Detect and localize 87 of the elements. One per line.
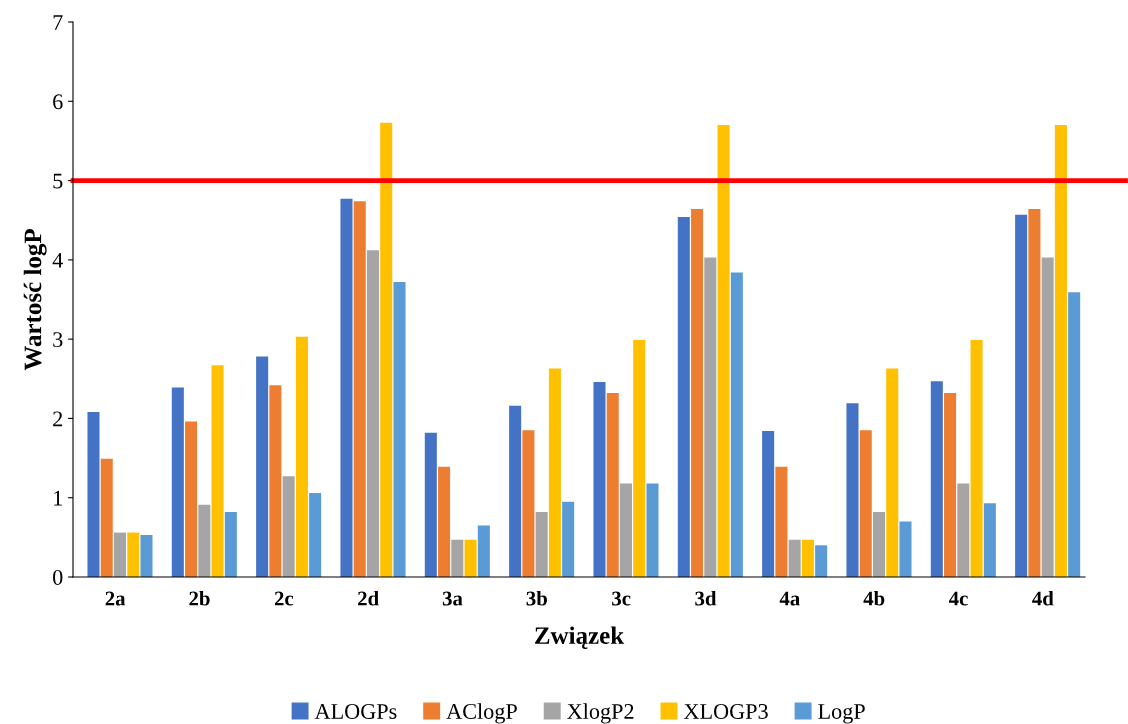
y-tick-label: 1 — [54, 490, 62, 506]
bar — [127, 532, 140, 577]
bar — [872, 511, 886, 577]
bar — [899, 521, 912, 577]
bar — [593, 381, 606, 577]
x-tick-label: 2a — [105, 591, 126, 606]
x-tick-label: 4c — [948, 591, 968, 606]
legend-label: LogP — [818, 704, 865, 724]
bar — [256, 356, 269, 577]
bar — [983, 503, 996, 577]
bar — [846, 403, 859, 577]
bar — [704, 257, 717, 577]
bar — [282, 476, 295, 577]
bar — [691, 209, 704, 577]
bar — [269, 385, 282, 577]
bar — [140, 534, 153, 577]
bar — [646, 483, 659, 577]
bar — [393, 282, 406, 577]
legend-label: AClogP — [446, 703, 517, 724]
bar — [677, 217, 690, 577]
legend-label: XlogP2 — [567, 703, 634, 724]
bar — [1068, 292, 1081, 577]
bar — [801, 539, 814, 577]
x-tick-label: 3b — [526, 590, 547, 606]
bar — [353, 201, 366, 577]
x-tick-label: 2c — [274, 591, 294, 606]
bar — [424, 432, 437, 577]
bar — [944, 393, 957, 577]
bar — [1041, 257, 1054, 577]
bar — [606, 393, 619, 577]
y-tick-label: 2 — [53, 411, 63, 427]
bar — [295, 336, 308, 577]
bar — [100, 458, 113, 577]
bar — [859, 430, 872, 577]
bar — [619, 483, 633, 577]
bar — [309, 492, 322, 577]
bar — [380, 122, 393, 577]
x-tick-label: 3a — [442, 591, 463, 606]
bar — [464, 539, 477, 577]
bar — [198, 504, 211, 577]
legend-label: ALOGPs — [314, 703, 397, 719]
bar — [224, 511, 237, 577]
bar — [438, 466, 451, 577]
bar — [957, 483, 970, 577]
bar — [535, 511, 548, 577]
bar — [930, 381, 943, 577]
x-tick-label: 2d — [358, 590, 379, 606]
bar — [366, 250, 380, 577]
x-axis-title: Związek — [535, 626, 625, 650]
bar — [87, 412, 100, 577]
x-tick-label: 4d — [1032, 590, 1054, 606]
x-tick-label: 3d — [695, 590, 717, 606]
bar — [477, 525, 490, 577]
bar — [886, 368, 899, 577]
bar — [1015, 214, 1028, 577]
legend-label: XLOGP3 — [683, 703, 768, 719]
y-tick-label: 3 — [53, 332, 63, 348]
bar — [730, 272, 743, 577]
bar — [451, 539, 464, 577]
y-axis-title: Wartość logP — [23, 229, 47, 371]
y-tick-label: 6 — [53, 94, 63, 110]
bar — [970, 339, 983, 577]
bar — [171, 387, 184, 577]
x-tick-label: 3c — [612, 591, 631, 606]
bar — [113, 532, 127, 577]
bar — [815, 545, 828, 577]
bar — [762, 431, 775, 577]
bar — [211, 365, 224, 577]
y-tick-label: 0 — [53, 569, 63, 585]
y-tick-label: 7 — [53, 15, 63, 30]
bar — [1028, 209, 1041, 577]
y-tick-label: 4 — [52, 252, 63, 268]
bar — [562, 501, 575, 577]
bar — [185, 421, 198, 577]
bar — [340, 198, 353, 577]
x-tick-label: 4b — [863, 590, 885, 606]
x-tick-label: 2b — [189, 590, 210, 606]
bar — [509, 405, 522, 577]
bar — [548, 368, 561, 577]
bar — [1054, 125, 1067, 577]
bar — [788, 539, 801, 577]
bar — [522, 430, 535, 577]
x-tick-label: 4a — [779, 591, 800, 606]
y-tick-label: 5 — [53, 173, 63, 189]
bar — [633, 339, 646, 577]
bar — [717, 125, 730, 577]
bar — [775, 466, 788, 577]
